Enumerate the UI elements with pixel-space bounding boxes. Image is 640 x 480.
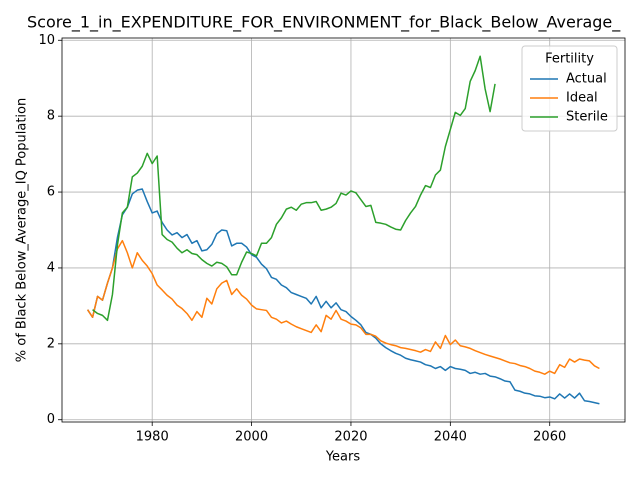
x-tick-label: 2000 <box>235 430 268 445</box>
y-tick-label: 0 <box>47 412 55 427</box>
x-tick-label: 2020 <box>334 430 367 445</box>
line-series <box>86 188 600 405</box>
chart-title: Score_1_in_EXPENDITURE_FOR_ENVIRONMENT_f… <box>27 13 621 33</box>
legend: Fertility Actual Ideal Sterile <box>521 45 618 132</box>
line-series <box>92 55 496 322</box>
legend-box <box>521 45 618 132</box>
legend-label: Actual <box>566 72 607 87</box>
y-tick-label: 10 <box>38 33 55 48</box>
x-tick-label: 2060 <box>533 430 566 445</box>
x-tick-label: 2040 <box>434 430 467 445</box>
y-tick-label: 2 <box>47 336 55 351</box>
legend-label: Sterile <box>566 110 608 125</box>
y-tick-label: 4 <box>47 260 55 275</box>
x-tick-label: 1980 <box>136 430 169 445</box>
legend-title: Fertility <box>545 52 594 67</box>
legend-label: Ideal <box>566 91 598 106</box>
y-tick-label: 8 <box>47 109 55 124</box>
line-series <box>86 239 600 375</box>
y-tick-label: 6 <box>47 185 55 200</box>
plot-frame <box>61 37 626 423</box>
y-axis-label: % of Black Below_Average_IQ Population <box>15 98 30 362</box>
x-axis-label: Years <box>325 450 361 465</box>
